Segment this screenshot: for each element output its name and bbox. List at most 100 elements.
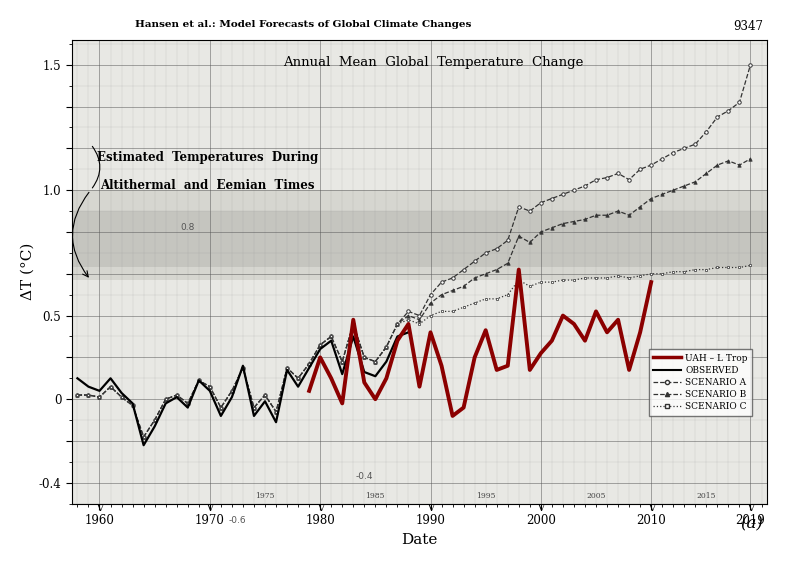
Bar: [72, 190, 767, 280]
UAH – L Trop: [481, 327, 491, 333]
SCENARIO A: [415, 312, 424, 319]
OBSERVED: [271, 419, 280, 426]
SCENARIO A: [73, 392, 82, 398]
Line: OBSERVED: OBSERVED: [78, 332, 408, 445]
UAH – L Trop: [614, 316, 623, 323]
SCENARIO A: [128, 402, 137, 409]
UAH – L Trop: [382, 375, 392, 381]
SCENARIO C: [669, 268, 678, 275]
Text: Annual  Mean  Global  Temperature  Change: Annual Mean Global Temperature Change: [283, 56, 583, 69]
UAH – L Trop: [635, 329, 645, 336]
Text: 1975: 1975: [255, 491, 275, 500]
SCENARIO A: [260, 392, 270, 398]
UAH – L Trop: [360, 379, 369, 386]
Text: V: V: [427, 504, 434, 513]
UAH – L Trop: [646, 278, 656, 285]
Text: -0.6: -0.6: [229, 516, 246, 525]
Text: (a): (a): [740, 515, 763, 532]
Text: Altithermal  and  Eemian  Times: Altithermal and Eemian Times: [100, 179, 315, 192]
Text: 1985: 1985: [366, 491, 385, 500]
OBSERVED: [84, 383, 93, 390]
UAH – L Trop: [624, 367, 634, 374]
Text: Estimated  Temperatures  During: Estimated Temperatures During: [97, 151, 318, 164]
OBSERVED: [73, 375, 82, 381]
OBSERVED: [304, 365, 314, 371]
Text: V: V: [747, 504, 754, 513]
UAH – L Trop: [371, 396, 380, 402]
OBSERVED: [95, 388, 105, 395]
SCENARIO C: [492, 295, 502, 302]
SCENARIO B: [745, 156, 755, 162]
OBSERVED: [249, 413, 259, 419]
UAH – L Trop: [415, 383, 424, 390]
OBSERVED: [371, 373, 380, 380]
UAH – L Trop: [304, 388, 314, 395]
SCENARIO C: [73, 392, 82, 398]
Text: V: V: [648, 504, 654, 513]
OBSERVED: [117, 389, 126, 396]
OBSERVED: [293, 383, 303, 390]
SCENARIO C: [128, 402, 137, 409]
UAH – L Trop: [327, 375, 336, 381]
SCENARIO B: [415, 316, 424, 323]
OBSERVED: [316, 346, 325, 353]
SCENARIO B: [128, 402, 137, 409]
SCENARIO C: [139, 434, 149, 440]
OBSERVED: [403, 329, 413, 336]
OBSERVED: [238, 362, 248, 369]
OBSERVED: [260, 398, 270, 405]
OBSERVED: [337, 371, 347, 378]
Y-axis label: ΔT (°C): ΔT (°C): [21, 243, 34, 301]
OBSERVED: [161, 400, 170, 407]
UAH – L Trop: [492, 367, 502, 374]
UAH – L Trop: [447, 413, 457, 419]
UAH – L Trop: [591, 308, 601, 315]
UAH – L Trop: [392, 337, 402, 344]
Text: Hansen et al.: Model Forecasts of Global Climate Changes: Hansen et al.: Model Forecasts of Global…: [136, 20, 471, 29]
Text: 0.8: 0.8: [181, 223, 195, 232]
Text: 1995: 1995: [476, 491, 495, 500]
Text: V: V: [206, 504, 213, 513]
UAH – L Trop: [525, 367, 535, 374]
OBSERVED: [360, 368, 369, 375]
SCENARIO B: [73, 392, 82, 398]
UAH – L Trop: [569, 320, 578, 327]
OBSERVED: [392, 333, 402, 340]
OBSERVED: [382, 358, 392, 365]
UAH – L Trop: [470, 354, 479, 361]
UAH – L Trop: [503, 362, 512, 369]
Text: V: V: [538, 504, 544, 513]
OBSERVED: [183, 404, 193, 411]
SCENARIO A: [139, 434, 149, 440]
OBSERVED: [282, 367, 292, 374]
OBSERVED: [139, 442, 149, 449]
OBSERVED: [128, 400, 137, 407]
SCENARIO B: [216, 404, 225, 411]
Text: 2015: 2015: [697, 491, 716, 500]
SCENARIO C: [216, 404, 225, 411]
X-axis label: Date: Date: [401, 533, 438, 547]
SCENARIO A: [216, 404, 225, 411]
UAH – L Trop: [602, 329, 612, 336]
UAH – L Trop: [536, 350, 546, 357]
SCENARIO A: [745, 61, 755, 68]
Line: SCENARIO B: SCENARIO B: [76, 157, 752, 439]
OBSERVED: [227, 394, 237, 401]
UAH – L Trop: [426, 329, 435, 336]
OBSERVED: [150, 423, 160, 430]
SCENARIO B: [492, 266, 502, 273]
OBSERVED: [105, 375, 115, 381]
UAH – L Trop: [559, 312, 568, 319]
OBSERVED: [194, 377, 204, 384]
UAH – L Trop: [459, 404, 468, 411]
SCENARIO C: [415, 320, 424, 327]
Line: SCENARIO A: SCENARIO A: [76, 63, 752, 439]
UAH – L Trop: [547, 337, 557, 344]
UAH – L Trop: [437, 362, 447, 369]
Text: -0.4: -0.4: [356, 472, 373, 481]
SCENARIO A: [669, 149, 678, 156]
Line: SCENARIO C: SCENARIO C: [76, 264, 752, 438]
SCENARIO C: [745, 262, 755, 269]
UAH – L Trop: [348, 316, 358, 323]
Legend: UAH – L Trop, OBSERVED, SCENARIO A, SCENARIO B, SCENARIO C: UAH – L Trop, OBSERVED, SCENARIO A, SCEN…: [649, 349, 752, 415]
